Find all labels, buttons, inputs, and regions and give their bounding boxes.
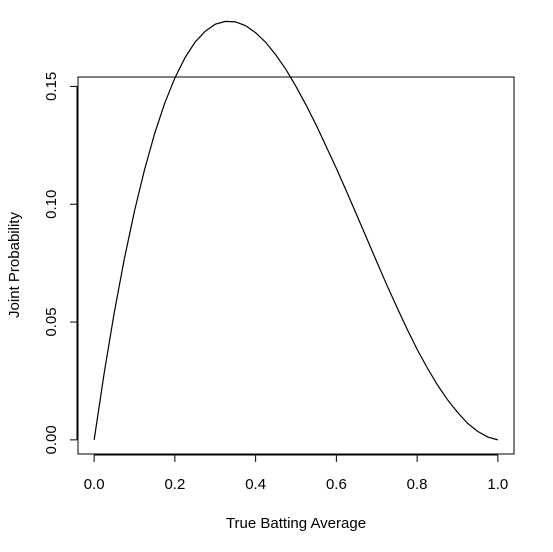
y-tick-label: 0.00 [43, 425, 60, 454]
y-axis-label: Joint Probability [6, 212, 23, 318]
y-tick-label: 0.15 [43, 72, 60, 101]
x-tick-label: 0.2 [164, 476, 185, 493]
x-tick-label: 0.4 [245, 476, 266, 493]
x-axis-label: True Batting Average [226, 515, 366, 532]
x-tick-label: 0.6 [326, 476, 347, 493]
x-tick-label: 0.8 [407, 476, 428, 493]
x-tick-label: 0.0 [84, 476, 105, 493]
x-tick-label: 1.0 [487, 476, 508, 493]
y-tick-label: 0.05 [43, 307, 60, 336]
y-axis: 0.00 0.05 0.10 0.15 [43, 72, 78, 454]
series-line [93, 20, 499, 441]
y-tick-label: 0.10 [43, 190, 60, 219]
plot-frame [77, 76, 515, 455]
x-axis: 0.0 0.2 0.4 0.6 0.8 1.0 [84, 454, 508, 493]
